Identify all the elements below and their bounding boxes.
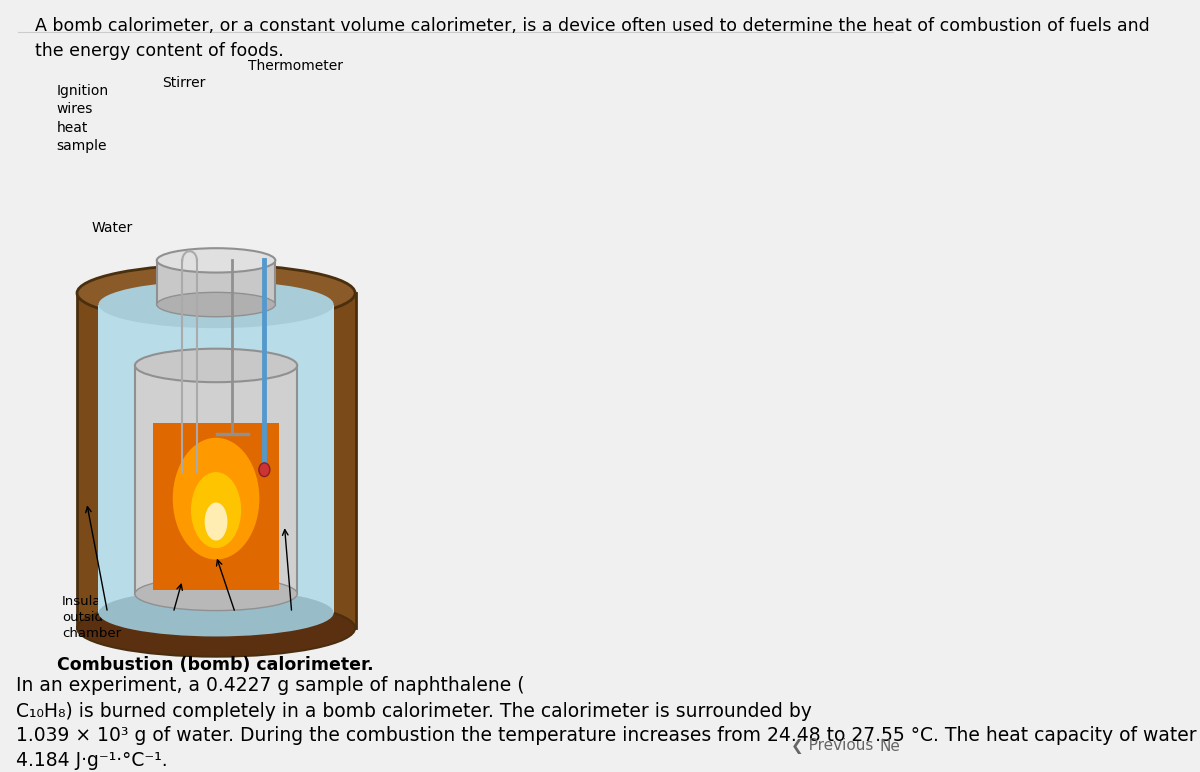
Bar [154,422,278,590]
Bar [157,260,275,304]
Text: A bomb calorimeter, or a constant volume calorimeter, is a device often used to : A bomb calorimeter, or a constant volume… [35,17,1150,60]
Ellipse shape [191,472,241,548]
Text: Thermometer: Thermometer [248,59,343,73]
Ellipse shape [77,265,355,322]
Ellipse shape [205,503,228,540]
Text: In an experiment, a 0.4227 g sample of naphthalene (: In an experiment, a 0.4227 g sample of n… [17,676,526,695]
Text: 1.039 × 10³ g of water. During the combustion the temperature increases from 24.: 1.039 × 10³ g of water. During the combu… [17,726,1200,745]
Ellipse shape [98,589,334,636]
Bar [78,293,355,628]
Text: ❮ Previous: ❮ Previous [791,738,874,753]
Text: Burning
sample: Burning sample [216,595,268,625]
Text: Ne: Ne [880,739,901,753]
Ellipse shape [173,438,259,560]
Bar [98,304,334,613]
Text: Ignition
wires
heat
sample: Ignition wires heat sample [56,83,109,153]
Text: Combustion (bomb) calorimeter.: Combustion (bomb) calorimeter. [56,656,373,674]
Ellipse shape [157,293,275,317]
Ellipse shape [157,248,275,273]
Text: Insulated
outside
chamber: Insulated outside chamber [62,595,124,640]
Bar [134,365,298,594]
Ellipse shape [98,281,334,328]
Ellipse shape [77,600,355,657]
Text: Steel
bomb: Steel bomb [283,595,320,625]
Ellipse shape [134,577,298,611]
Text: Stirrer: Stirrer [162,76,205,90]
Text: C₁₀H₈) is burned completely in a bomb calorimeter. The calorimeter is surrounded: C₁₀H₈) is burned completely in a bomb ca… [17,702,812,721]
Text: Sample
dish: Sample dish [148,595,198,625]
Text: Water: Water [91,221,132,235]
Text: 4.184 J·g⁻¹·°C⁻¹.: 4.184 J·g⁻¹·°C⁻¹. [17,750,168,770]
Ellipse shape [134,349,298,382]
Ellipse shape [259,463,270,476]
